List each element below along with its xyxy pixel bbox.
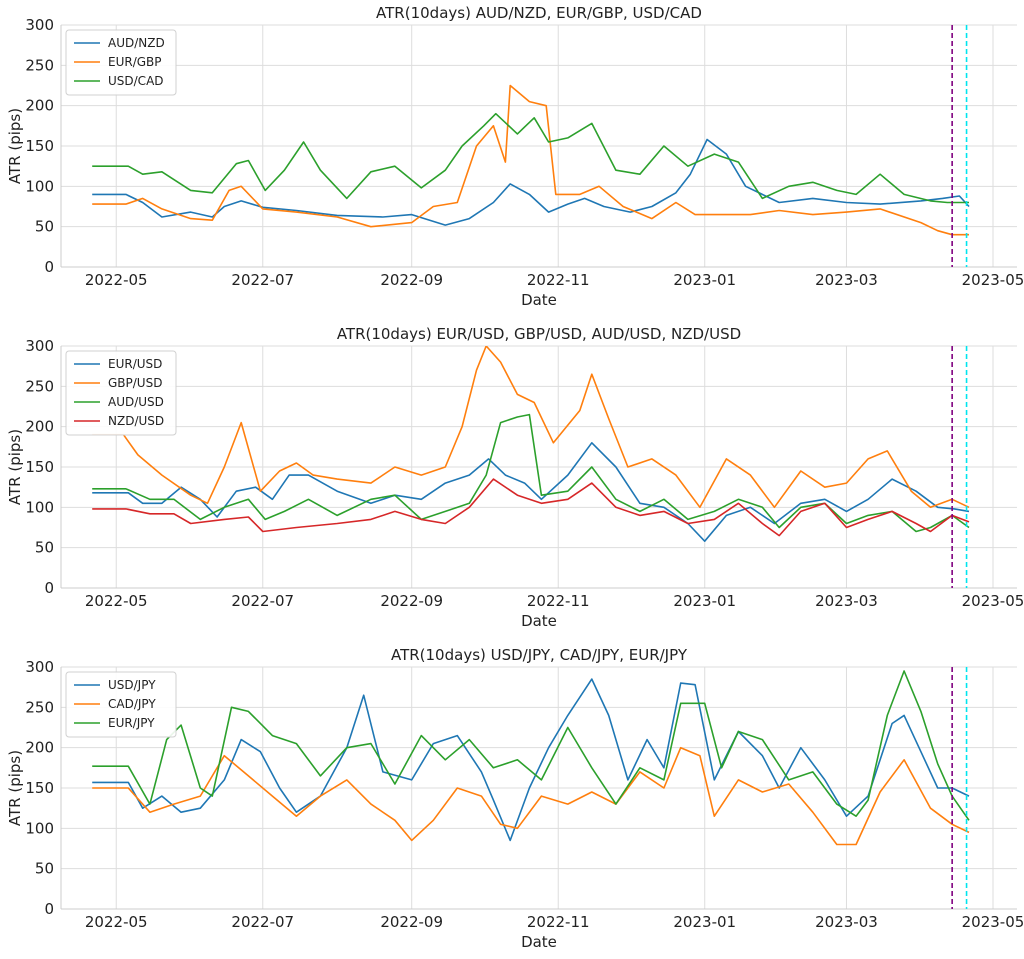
chart-panel-3: 0 50 100 150 200 250 300 2022-05 2022-07 2022-09 2… — [6, 646, 1024, 951]
x-tick-label: 2023-03 — [815, 592, 878, 610]
series-line-usd-jpy — [92, 678, 970, 842]
y-tick-label: 50 — [35, 539, 54, 557]
y-tick-label: 0 — [44, 900, 54, 918]
x-tick-label: 2023-01 — [673, 913, 736, 931]
y-tick-label: 200 — [25, 739, 54, 757]
series-line-cad-jpy — [92, 746, 970, 846]
series-lines — [92, 84, 970, 236]
x-tick-label: 2022-09 — [380, 913, 443, 931]
legend: EUR/USD GBP/USD AUD/USD NZD/USD — [65, 350, 177, 436]
legend-box — [65, 350, 177, 436]
x-axis-label: Date — [521, 291, 557, 309]
x-tick-label: 2022-11 — [527, 271, 590, 289]
legend-label: EUR/JPY — [108, 716, 155, 730]
series-line-aud-nzd — [92, 138, 970, 226]
chart-title: ATR(10days) EUR/USD, GBP/USD, AUD/USD, N… — [337, 325, 741, 343]
y-tick-label: 0 — [44, 579, 54, 597]
legend: AUD/NZD EUR/GBP USD/CAD — [65, 29, 177, 96]
x-tick-label: 2023-03 — [815, 271, 878, 289]
y-tick-label: 200 — [25, 97, 54, 115]
series-lines — [92, 346, 970, 542]
x-tick-label: 2023-01 — [673, 592, 736, 610]
y-tick-label: 250 — [25, 377, 54, 395]
y-tick-label: 250 — [25, 56, 54, 74]
legend-label: USD/CAD — [108, 74, 164, 88]
x-tick-label: 2023-05 — [962, 271, 1024, 289]
y-tick-label: 250 — [25, 698, 54, 716]
y-tick-label: 0 — [44, 258, 54, 276]
legend-label: GBP/USD — [108, 376, 162, 390]
chart-panel-1: 0 50 100 150 200 250 300 2022-05 2022-07 2022-09 2… — [6, 4, 1024, 309]
series-line-nzd-usd — [92, 478, 970, 537]
x-tick-label: 2022-11 — [527, 913, 590, 931]
legend: USD/JPY CAD/JPY EUR/JPY — [65, 671, 177, 738]
y-tick-label: 150 — [25, 137, 54, 155]
series-lines — [92, 670, 970, 846]
y-tick-label: 100 — [25, 177, 54, 195]
legend-box — [65, 671, 177, 738]
x-axis-label: Date — [521, 933, 557, 951]
legend-label: EUR/USD — [108, 357, 162, 371]
series-line-aud-usd — [92, 413, 970, 533]
y-tick-label: 300 — [25, 337, 54, 355]
y-tick-label: 50 — [35, 860, 54, 878]
x-tick-label: 2022-07 — [231, 913, 294, 931]
y-tick-label: 150 — [25, 779, 54, 797]
legend-label: CAD/JPY — [108, 697, 156, 711]
series-line-usd-cad — [92, 112, 969, 204]
x-axis-label: Date — [521, 612, 557, 630]
y-axis-label: ATR (pips) — [6, 750, 24, 826]
x-tick-label: 2022-05 — [85, 271, 148, 289]
x-tick-label: 2022-09 — [380, 592, 443, 610]
y-tick-label: 200 — [25, 418, 54, 436]
chart-title: ATR(10days) USD/JPY, CAD/JPY, EUR/JPY — [391, 646, 688, 664]
series-line-eur-jpy — [92, 670, 970, 821]
y-axis-label: ATR (pips) — [6, 429, 24, 505]
x-tick-label: 2022-07 — [231, 271, 294, 289]
series-line-gbp-usd — [92, 346, 970, 509]
y-tick-label: 300 — [25, 658, 54, 676]
x-tick-label: 2022-05 — [85, 913, 148, 931]
x-tick-label: 2022-07 — [231, 592, 294, 610]
y-tick-label: 300 — [25, 16, 54, 34]
legend-label: AUD/NZD — [108, 36, 165, 50]
series-line-eur-usd — [92, 442, 970, 542]
legend-label: EUR/GBP — [108, 55, 162, 69]
chart-panel-2: 0 50 100 150 200 250 300 2022-05 2022-07 2022-09 2… — [6, 325, 1024, 630]
chart-title: ATR(10days) AUD/NZD, EUR/GBP, USD/CAD — [376, 4, 702, 22]
y-tick-label: 100 — [25, 498, 54, 516]
y-axis-label: ATR (pips) — [6, 108, 24, 184]
y-tick-label: 50 — [35, 218, 54, 236]
x-tick-label: 2022-05 — [85, 592, 148, 610]
legend-label: AUD/USD — [108, 395, 164, 409]
x-tick-label: 2023-01 — [673, 271, 736, 289]
legend-label: NZD/USD — [108, 414, 164, 428]
x-tick-label: 2023-05 — [962, 592, 1024, 610]
x-tick-label: 2023-05 — [962, 913, 1024, 931]
x-tick-label: 2022-11 — [527, 592, 590, 610]
x-tick-label: 2023-03 — [815, 913, 878, 931]
legend-box — [65, 29, 177, 96]
y-tick-label: 150 — [25, 458, 54, 476]
y-tick-label: 100 — [25, 819, 54, 837]
x-tick-label: 2022-09 — [380, 271, 443, 289]
legend-label: USD/JPY — [108, 678, 156, 692]
series-line-eur-gbp — [92, 84, 969, 236]
